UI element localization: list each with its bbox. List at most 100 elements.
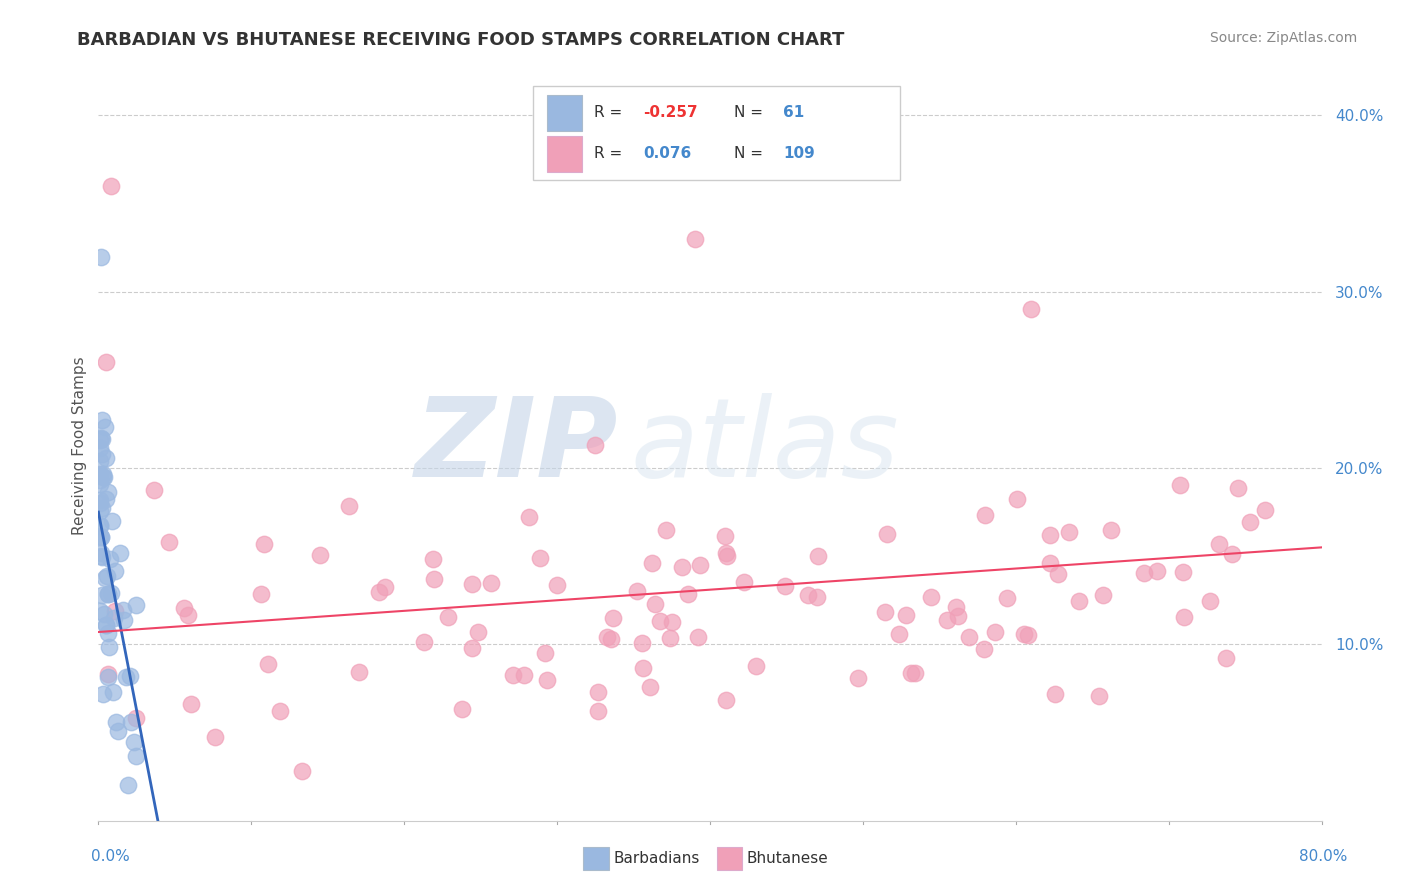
Text: N =: N = — [734, 105, 768, 120]
Text: R =: R = — [593, 146, 627, 161]
Point — [93, 470, 115, 484]
Point — [96, 569, 118, 583]
Point — [91, 447, 114, 461]
Point — [120, 669, 142, 683]
Text: -0.257: -0.257 — [643, 105, 697, 120]
Point — [1173, 610, 1195, 624]
Point — [600, 632, 623, 646]
Point — [807, 549, 830, 563]
Bar — [547, 95, 582, 130]
Text: Barbadians: Barbadians — [613, 851, 699, 865]
Point — [100, 514, 122, 528]
Point — [641, 556, 664, 570]
Point — [177, 607, 200, 622]
Point — [436, 610, 458, 624]
Point — [650, 614, 672, 628]
Point — [1014, 627, 1036, 641]
Point — [91, 550, 114, 565]
Point — [98, 551, 121, 566]
Point — [876, 527, 898, 541]
Point — [143, 483, 166, 498]
Point — [104, 564, 127, 578]
Point — [595, 630, 617, 644]
Point — [97, 667, 120, 681]
Point — [89, 477, 111, 491]
Point — [94, 451, 117, 466]
Point — [945, 600, 967, 615]
Point — [1208, 537, 1230, 551]
Point — [112, 614, 135, 628]
Point — [91, 432, 114, 446]
Point — [1088, 689, 1111, 703]
Point — [291, 764, 314, 778]
Point — [1168, 478, 1191, 492]
Point — [973, 641, 995, 656]
Point — [1039, 556, 1062, 570]
Point — [94, 355, 117, 369]
Point — [96, 492, 118, 507]
Point — [773, 578, 796, 592]
Point — [920, 590, 942, 604]
Point — [1039, 527, 1062, 541]
Point — [733, 575, 755, 590]
Point — [1173, 565, 1195, 579]
Point — [585, 438, 607, 452]
Point — [935, 613, 957, 627]
Point — [502, 668, 524, 682]
Point — [467, 625, 489, 640]
Point — [423, 572, 446, 586]
Point — [661, 615, 683, 630]
Point — [111, 603, 134, 617]
Point — [89, 496, 111, 510]
Text: 109: 109 — [783, 146, 815, 161]
Point — [1215, 651, 1237, 665]
Point — [97, 670, 120, 684]
Point — [89, 519, 111, 533]
Point — [536, 673, 558, 688]
Point — [683, 232, 706, 246]
Point — [1227, 481, 1250, 495]
Point — [269, 704, 291, 718]
Point — [887, 626, 910, 640]
Point — [101, 685, 124, 699]
Text: 61: 61 — [783, 105, 804, 120]
Point — [1047, 567, 1070, 582]
Point — [1092, 588, 1115, 602]
Point — [658, 631, 681, 645]
Point — [89, 442, 111, 456]
Point — [93, 571, 115, 585]
Point — [93, 607, 115, 622]
Point — [1069, 594, 1091, 608]
Point — [124, 711, 146, 725]
Point — [90, 431, 112, 445]
Point — [546, 577, 568, 591]
Point — [716, 549, 738, 563]
Point — [1146, 564, 1168, 578]
Point — [529, 551, 551, 566]
Point — [644, 597, 666, 611]
Point — [173, 601, 195, 615]
Point — [90, 546, 112, 560]
Point — [89, 517, 111, 532]
Point — [586, 685, 609, 699]
Point — [1254, 503, 1277, 517]
Bar — [547, 136, 582, 172]
Point — [513, 668, 536, 682]
Text: ZIP: ZIP — [415, 392, 619, 500]
Point — [250, 586, 273, 600]
Point — [90, 250, 112, 264]
Text: BARBADIAN VS BHUTANESE RECEIVING FOOD STAMPS CORRELATION CHART: BARBADIAN VS BHUTANESE RECEIVING FOOD ST… — [77, 31, 845, 49]
Point — [1005, 491, 1028, 506]
Text: 0.0%: 0.0% — [91, 849, 131, 863]
Text: N =: N = — [734, 146, 768, 161]
Point — [586, 704, 609, 718]
Point — [125, 749, 148, 764]
Point — [676, 586, 699, 600]
Point — [97, 625, 120, 640]
Point — [900, 666, 922, 681]
Point — [100, 586, 122, 600]
Point — [479, 576, 502, 591]
Point — [103, 604, 125, 618]
Point — [204, 730, 226, 744]
Point — [90, 549, 112, 563]
